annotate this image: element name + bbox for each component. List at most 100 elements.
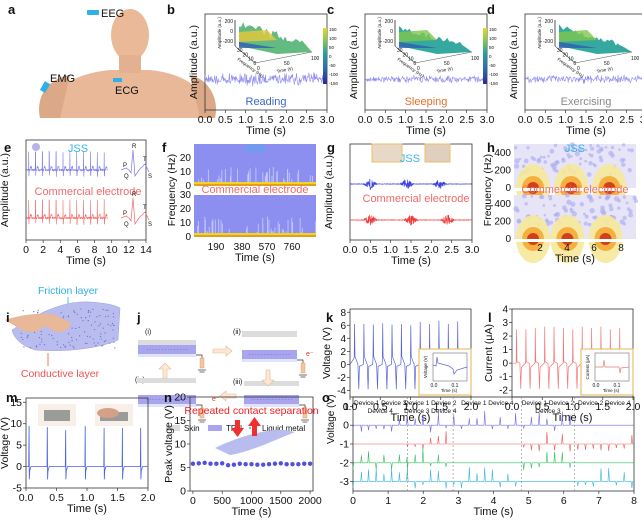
liquid-metal-dot: [113, 324, 114, 325]
spectral-noise: [517, 220, 521, 224]
colorbar: [483, 28, 487, 84]
x-tick-label: 3: [455, 495, 461, 507]
inset-x-label: Time (s): [276, 66, 294, 74]
step-label: (ii): [233, 329, 241, 336]
spectral-noise: [587, 172, 592, 177]
liquid-metal-dot: [57, 341, 58, 342]
liquid-metal-dot: [99, 315, 100, 316]
x-tick-label: 0.5: [218, 114, 233, 126]
spectral-noise: [553, 204, 556, 207]
liquid-metal-dot: [94, 329, 95, 330]
spectral-noise: [584, 160, 587, 163]
liquid-metal-dot: [104, 341, 105, 342]
x-tick-label: 8: [631, 495, 637, 507]
y-tick-label: 2: [502, 332, 508, 343]
colorbar-tick: -100: [489, 72, 499, 77]
spectral-noise: [524, 202, 528, 206]
liquid-metal-dot: [93, 338, 94, 339]
y-axis-label: Amplitude (a.u.): [508, 25, 520, 99]
tpu-charges: - - - - - - - - - - - - - -: [251, 397, 293, 403]
spectral-noise: [617, 199, 621, 203]
step-label: (i): [145, 329, 151, 336]
liquid-metal-dot: [91, 324, 92, 325]
ecg-trace: [26, 151, 107, 176]
panel-label-n: n: [164, 390, 172, 405]
spectral-noise: [549, 197, 552, 200]
spectral-noise: [526, 146, 529, 149]
device-trace: [353, 449, 634, 470]
y-tick-label: 0: [185, 232, 191, 243]
liquid-metal-dot: [100, 333, 101, 334]
x-tick-label: 1.5: [110, 492, 125, 504]
liquid-metal-dot: [63, 317, 64, 318]
panel-c: Amplitude (a.u.) 0.0 0.5 1.0 1.5 2.0 2.5 3.0 Tim…: [348, 14, 499, 137]
liquid-metal-dot: [113, 342, 114, 343]
spectral-noise: [542, 204, 545, 207]
liquid-metal-layer: [242, 359, 297, 362]
liquid-metal-dot: [63, 316, 64, 317]
liquid-metal-dot: [68, 342, 69, 343]
data-point: [290, 462, 294, 466]
spectral-noise: [579, 163, 582, 166]
x-axis-label: Time (s): [232, 506, 272, 518]
segment-label: Device 3: [535, 408, 561, 415]
spectral-noise: [514, 146, 518, 150]
inset-x-label: Time (s): [596, 66, 614, 74]
inset-z-tick: 0: [550, 29, 553, 35]
spectral-noise: [584, 222, 588, 226]
electron-label: e⁻: [306, 351, 314, 358]
liquid-metal-dot: [105, 340, 106, 341]
y-axis-label: Voltage (V): [321, 327, 333, 379]
liquid-metal-dot: [53, 338, 54, 339]
liquid-metal-dot: [60, 312, 61, 313]
spectral-noise: [579, 157, 582, 160]
inset-x-tick: 0: [417, 66, 420, 72]
spectral-noise: [623, 216, 627, 220]
y-tick-label: 1: [343, 401, 349, 413]
liquid-metal-dot: [23, 346, 24, 347]
spectral-noise: [605, 146, 608, 149]
panel-label-l: l: [488, 310, 492, 325]
liquid-metal-dot: [90, 312, 91, 313]
emg-trace: [350, 215, 472, 226]
liquid-metal-dot: [49, 334, 50, 335]
data-point: [243, 462, 247, 466]
condition-label: Exercising: [561, 96, 612, 108]
x-tick-label: 3.0: [320, 114, 335, 126]
spectral-noise: [617, 206, 620, 209]
x-axis-label: Time (s): [474, 506, 514, 518]
liquid-metal-dot: [21, 337, 22, 338]
inset-x-tick: 0: [577, 66, 580, 72]
liquid-metal-dot: [41, 331, 42, 332]
wave-label-t: T: [143, 205, 147, 211]
spectral-noise: [594, 164, 597, 167]
liquid-metal-dot: [114, 347, 115, 348]
x-tick-label: 12: [123, 244, 135, 256]
colorbar-tick: 100: [489, 36, 497, 41]
spectral-noise: [543, 156, 546, 159]
liquid-metal-dot: [112, 329, 113, 330]
spectral-noise: [627, 148, 630, 151]
x-tick-label: 2.0: [141, 492, 156, 504]
spectral-noise: [620, 219, 625, 224]
segment-label: Device 4: [368, 408, 394, 415]
data-point: [296, 462, 300, 466]
data-point: [267, 462, 271, 466]
spectral-noise: [589, 208, 594, 213]
liquid-metal-dot: [100, 323, 101, 324]
panel-e: Amplitude (a.u.)0 2 4 6 8 10 12 14Time (s)JSSCo…: [0, 140, 152, 267]
colorbar-tick: -150: [329, 81, 339, 86]
spectral-noise: [588, 223, 592, 227]
wave-label-r: R: [132, 144, 137, 150]
liquid-metal-dot: [80, 308, 81, 309]
y-tick-label: 10: [180, 218, 192, 229]
x-tick-label: 2.5: [444, 244, 459, 256]
site-label-emg: EMG: [50, 73, 75, 85]
y-tick-label: 200: [494, 165, 511, 176]
x-tick-label: 0.0: [19, 492, 34, 504]
spectral-noise: [611, 146, 614, 149]
emg-trace: [350, 179, 472, 190]
y-tick-label: -1: [499, 372, 508, 383]
data-point: [232, 462, 236, 466]
spectral-noise: [570, 155, 573, 158]
